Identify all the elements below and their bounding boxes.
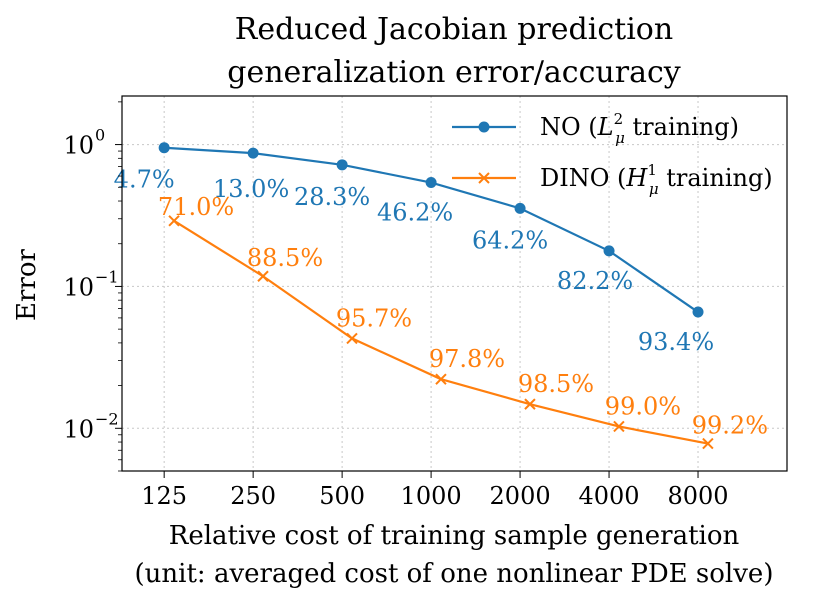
legend-label-sub: μ <box>615 129 625 147</box>
data-label-0: 4.7% <box>114 166 175 194</box>
legend-label-prefix: DINO ( <box>540 164 626 192</box>
data-label-0: 13.0% <box>213 175 289 203</box>
data-label-1: 99.2% <box>692 412 768 440</box>
y-tick-label-base: 10 <box>63 132 94 160</box>
data-point-1 <box>524 398 536 410</box>
data-point-0 <box>336 159 348 171</box>
legend-label-suffix: training) <box>625 113 739 141</box>
plot-frame <box>121 95 788 472</box>
y-tick-label-exponent: −2 <box>95 409 119 428</box>
data-label-0: 93.4% <box>638 328 714 356</box>
data-point-1 <box>257 270 269 282</box>
data-label-1: 88.5% <box>247 244 323 272</box>
legend-label-sup: 1 <box>647 161 657 179</box>
legend-label-prefix: NO ( <box>540 113 598 141</box>
y-tick-label-exponent: −1 <box>95 267 119 286</box>
data-label-0: 82.2% <box>557 267 633 295</box>
data-point-0 <box>692 306 704 318</box>
legend-label-sub: μ <box>649 180 659 198</box>
data-point-0 <box>247 147 259 159</box>
legend-label-sym: L <box>597 113 614 141</box>
y-tick-label-base: 10 <box>63 415 94 443</box>
data-point-0 <box>603 245 615 257</box>
x-axis-label-line: Relative cost of training sample generat… <box>169 521 740 551</box>
legend-label-suffix: training) <box>659 164 773 192</box>
x-tick-label: 8000 <box>667 482 728 510</box>
data-label-1: 98.5% <box>518 370 594 398</box>
data-point-1 <box>613 420 625 433</box>
x-tick-label: 2000 <box>490 482 551 510</box>
data-label-0: 46.2% <box>377 199 453 227</box>
data-label-0: 64.2% <box>472 226 548 254</box>
data-label-1: 97.8% <box>429 345 505 373</box>
legend-label-sup: 2 <box>614 110 624 128</box>
data-label-1: 71.0% <box>158 193 234 221</box>
data-label-0: 28.3% <box>294 183 370 211</box>
data-point-1 <box>168 215 180 227</box>
legend-marker-0 <box>478 121 490 133</box>
x-tick-label: 250 <box>230 482 276 510</box>
chart-title-line: Reduced Jacobian prediction <box>235 12 673 47</box>
data-label-1: 95.7% <box>336 304 412 332</box>
data-point-1 <box>346 332 358 345</box>
x-tick-label: 1000 <box>401 482 462 510</box>
legend-marker-1 <box>478 172 490 184</box>
data-point-0 <box>514 202 526 214</box>
x-tick-label: 4000 <box>579 482 640 510</box>
legend-label-sym: H <box>625 164 648 192</box>
y-axis-label: Error <box>12 248 42 320</box>
y-tick-label-base: 10 <box>63 273 94 301</box>
chart-title-line: generalization error/accuracy <box>227 55 680 90</box>
x-tick-label: 125 <box>141 482 187 510</box>
y-tick-label-exponent: 0 <box>95 126 105 145</box>
data-point-0 <box>158 142 170 154</box>
data-point-0 <box>425 177 437 189</box>
legend-label-1: DINO (H1 μ training) <box>540 161 773 198</box>
data-point-1 <box>702 437 714 450</box>
data-label-1: 99.0% <box>605 392 681 420</box>
legend-label-0: NO (L2 μ training) <box>540 110 739 147</box>
data-point-1 <box>435 373 447 385</box>
x-tick-label: 500 <box>319 482 365 510</box>
x-axis-label-line: (unit: averaged cost of one nonlinear PD… <box>135 559 774 589</box>
